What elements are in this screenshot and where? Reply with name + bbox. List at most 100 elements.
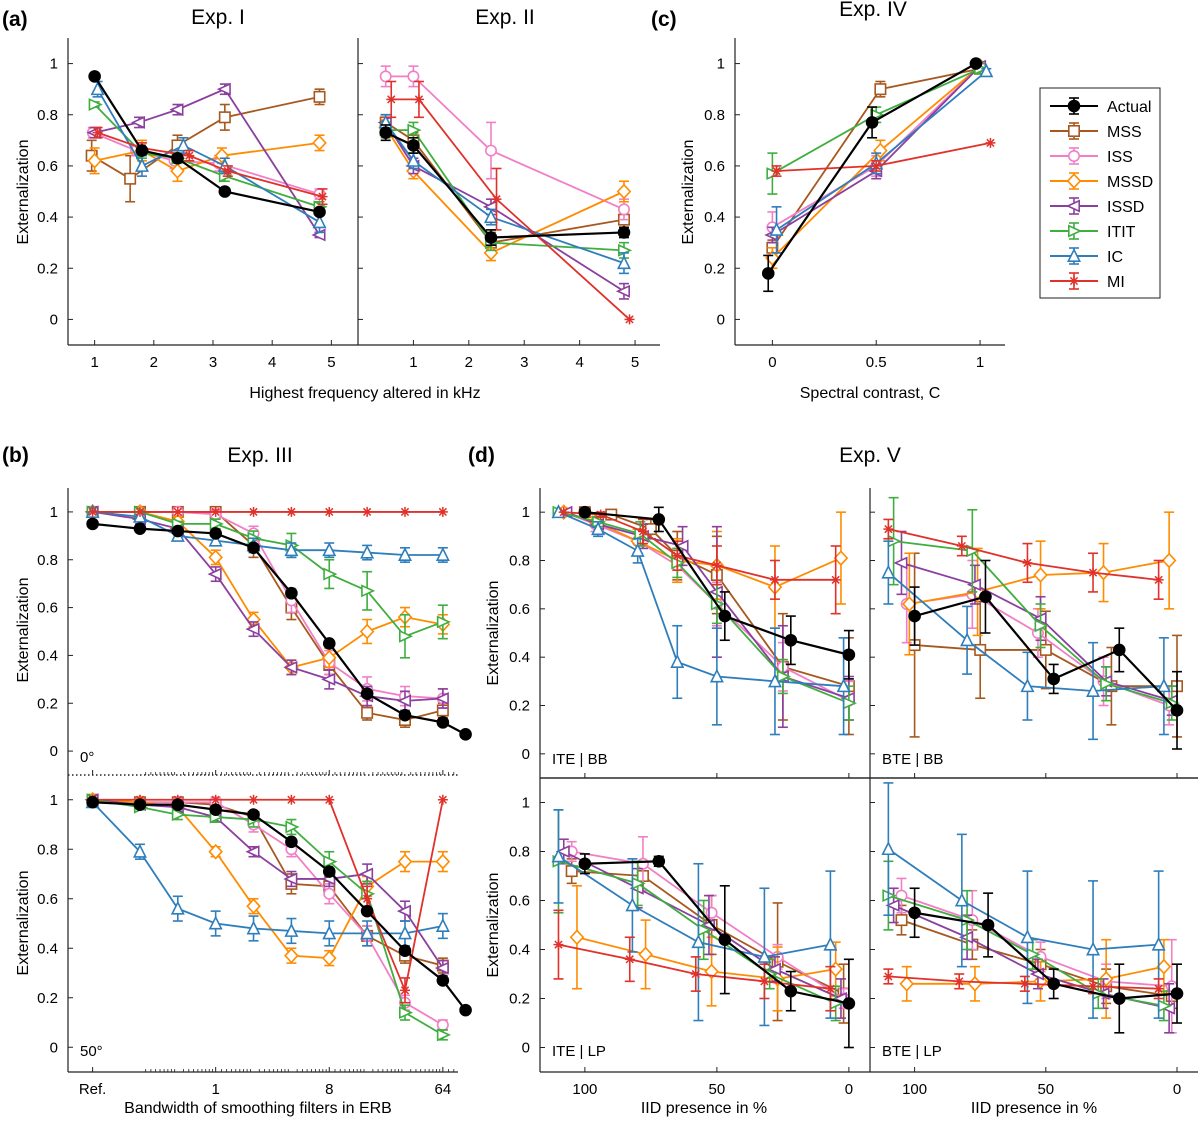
data-point	[484, 144, 497, 157]
series-iss	[86, 793, 449, 1031]
data-point	[321, 649, 337, 666]
x-tick-label: 0	[1173, 1081, 1181, 1098]
data-point	[690, 969, 701, 979]
data-point	[323, 887, 336, 900]
series-actual-tail	[441, 979, 472, 1017]
data-point	[625, 897, 640, 912]
series-line	[92, 511, 444, 721]
x-tick-label: 0	[845, 1081, 853, 1098]
data-point	[248, 794, 259, 805]
data-point	[398, 708, 412, 722]
data-point	[208, 549, 223, 566]
data-point	[323, 567, 338, 581]
x-tick-label: 1	[90, 354, 98, 371]
data-point	[218, 185, 232, 198]
data-point	[434, 692, 449, 705]
data-point	[615, 284, 630, 298]
data-point	[981, 918, 995, 932]
data-point	[359, 623, 375, 640]
x-axis-label: Bandwidth of smoothing filters in ERB	[124, 1100, 392, 1117]
series-itit	[86, 793, 451, 1042]
data-point	[767, 673, 782, 688]
data-point	[134, 157, 149, 172]
series-actual	[908, 887, 1184, 1034]
data-point	[491, 194, 502, 205]
data-point	[771, 166, 782, 177]
data-point	[638, 946, 653, 963]
data-point	[283, 872, 298, 886]
data-point-stroke	[559, 508, 568, 517]
x-tick-label: 1	[211, 1081, 219, 1098]
data-point	[360, 904, 374, 918]
series-actual	[761, 57, 983, 293]
data-point	[1112, 992, 1126, 1005]
data-point	[132, 843, 147, 858]
series-actual	[86, 795, 450, 987]
data-point	[135, 144, 149, 157]
data-point	[881, 841, 896, 856]
data-point	[87, 152, 102, 169]
series-line	[92, 511, 443, 702]
data-point	[1047, 672, 1060, 686]
data-point	[966, 578, 981, 592]
legend-entry-itit: ITIT	[1050, 222, 1136, 241]
data-point	[436, 1018, 449, 1031]
data-point	[1112, 643, 1126, 657]
data-point-stroke	[673, 551, 682, 560]
data-point	[784, 633, 798, 647]
data-point-stroke	[211, 507, 220, 517]
corner-label: 50°	[80, 1043, 103, 1060]
legend-label: Actual	[1107, 99, 1151, 116]
data-point	[222, 166, 233, 177]
y-tick-label: 0.2	[509, 991, 530, 1008]
data-point	[90, 81, 105, 96]
legend-entry-mss: MSS	[1050, 122, 1142, 141]
data-point	[218, 111, 231, 124]
y-tick-label: 0.2	[704, 260, 725, 277]
series-mi	[386, 80, 635, 325]
series-line	[92, 798, 444, 969]
data-point	[1153, 574, 1164, 585]
y-tick-label: 0.8	[37, 841, 58, 858]
series-mss	[85, 88, 326, 203]
data-point	[398, 944, 412, 958]
data-point	[386, 94, 397, 105]
y-tick-label: 0.6	[704, 158, 725, 175]
panel-letter-c: (c)	[651, 8, 677, 31]
chart-title: Exp. IV	[839, 0, 907, 21]
data-point	[133, 798, 147, 812]
data-point	[396, 904, 411, 918]
series-mssd	[899, 938, 1172, 1019]
data-point	[761, 267, 775, 280]
data-point	[979, 63, 994, 78]
data-point	[1022, 557, 1033, 568]
data-point-stroke	[438, 795, 447, 804]
data-point	[284, 922, 299, 937]
data-point	[769, 574, 780, 585]
y-tick-label: 0.2	[37, 695, 58, 712]
legend-label: ISSD	[1107, 199, 1144, 216]
data-point	[1156, 678, 1171, 693]
data-point	[672, 550, 683, 561]
data-point-stroke	[1023, 558, 1032, 568]
y-tick-label: 0.2	[37, 990, 58, 1007]
panel-letter-b: (b)	[2, 444, 29, 467]
panel-letter-a: (a)	[2, 8, 28, 31]
data-point	[833, 550, 849, 566]
y-tick-label: 0.8	[509, 553, 530, 570]
data-point	[171, 798, 185, 812]
data-point	[86, 517, 99, 531]
series-iss	[900, 559, 1176, 726]
x-tick-label: 2	[150, 354, 158, 371]
data-point	[285, 835, 298, 849]
data-point	[436, 615, 451, 629]
data-point	[954, 976, 965, 987]
data-point	[248, 506, 259, 517]
data-point-stroke	[831, 575, 840, 584]
data-point	[284, 947, 299, 964]
data-point	[360, 544, 375, 559]
data-point	[979, 590, 992, 604]
y-tick-label: 0.8	[37, 107, 58, 124]
y-axis-label: Externalization	[15, 140, 32, 245]
series-line	[887, 848, 1159, 951]
